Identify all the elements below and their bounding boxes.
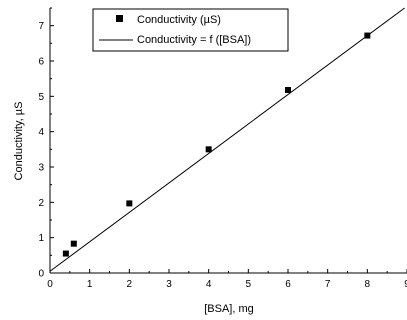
x-tick-label: 1 [87,279,93,290]
legend-label-fit: Conductivity = f ([BSA]) [137,34,251,46]
legend-box [92,8,289,52]
data-point [126,200,133,207]
fit-line [49,7,405,272]
x-tick-label: 9 [404,279,407,290]
x-axis-label: [BSA], mg [204,303,254,315]
series-layer [49,7,405,272]
legend: Conductivity (µS) Conductivity = f ([BSA… [92,8,289,52]
x-tick-label: 2 [127,279,133,290]
y-tick-label: 5 [38,92,44,103]
data-point [205,146,212,153]
y-tick-label: 7 [38,21,44,32]
x-tick-label: 8 [365,279,371,290]
x-tick-label: 6 [285,279,291,290]
x-tick-label: 5 [246,279,252,290]
y-tick-label: 0 [38,269,44,280]
y-tick-label: 1 [38,233,44,244]
x-tick-label: 0 [47,279,53,290]
x-tick-label: 3 [166,279,172,290]
y-tick-label: 2 [38,198,44,209]
y-tick-label: 3 [38,163,44,174]
data-point [62,250,69,257]
y-axis-label: Conductivity, µS [13,102,25,181]
y-tick-label: 4 [38,127,44,138]
y-tick-label: 6 [38,57,44,68]
x-tick-label: 4 [206,279,212,290]
data-point [364,32,371,39]
data-point [70,240,77,247]
legend-label-conductivity: Conductivity (µS) [137,14,221,26]
x-tick-label: 7 [325,279,331,290]
axes: 0 1 2 3 4 5 6 7 8 9 0 1 2 3 4 5 6 7 [38,7,407,290]
data-point [285,86,291,93]
legend-marker-conductivity [116,15,123,22]
